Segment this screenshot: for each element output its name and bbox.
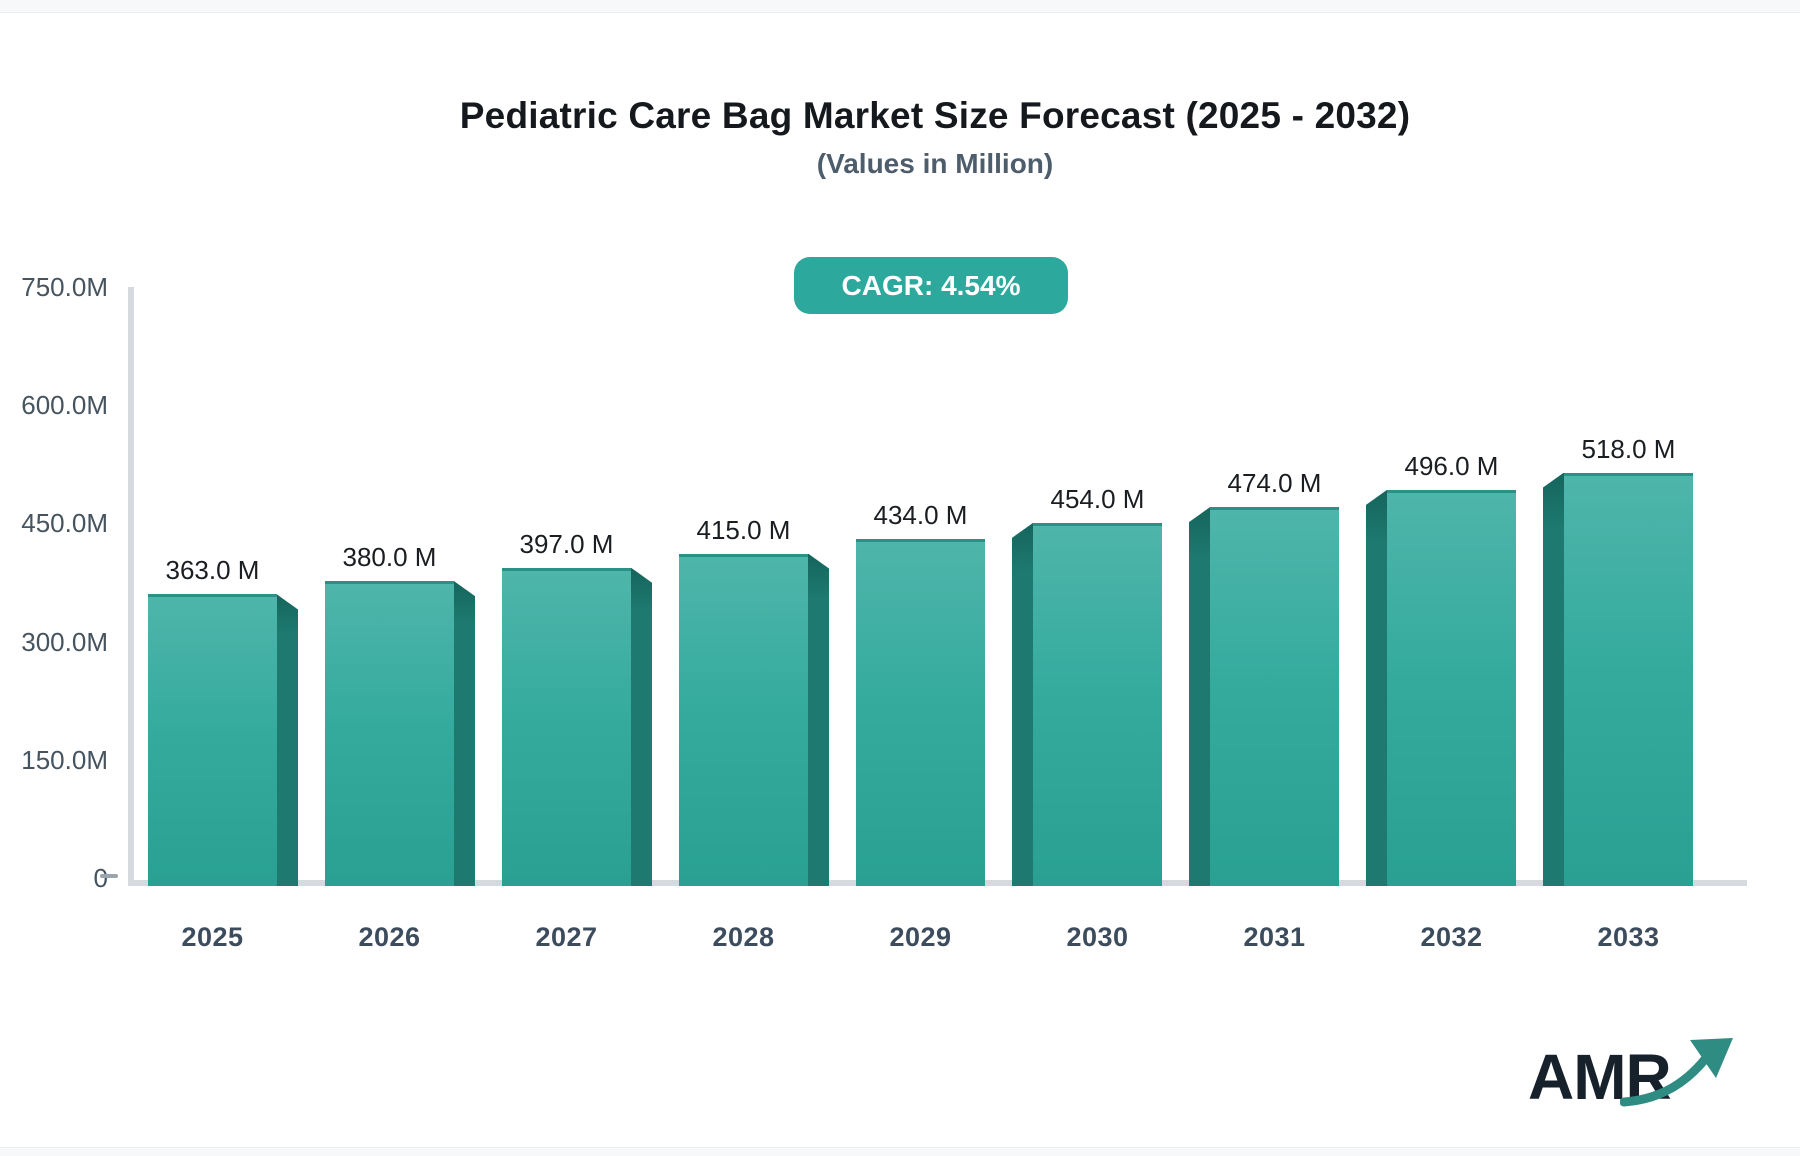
page-top-margin-strip <box>0 0 1800 13</box>
bar-side-2032 <box>1366 489 1387 886</box>
bar-value-label-2025: 363.0 M <box>165 555 260 586</box>
x-tick-label-2025: 2025 <box>181 922 244 952</box>
bar-2029 <box>856 538 985 886</box>
x-tick-label-2028: 2028 <box>712 922 775 952</box>
x-tick-label-2029: 2029 <box>889 922 952 952</box>
bar-value-label-2026: 380.0 M <box>342 542 437 573</box>
y-tick-label-450.0M: 450.0M <box>21 508 108 539</box>
bar-2027 <box>502 567 631 886</box>
bar-value-label-2031: 474.0 M <box>1227 468 1322 499</box>
bar-value-label-2027: 397.0 M <box>519 528 614 559</box>
bar-value-label-2032: 496.0 M <box>1404 450 1499 481</box>
bar-value-label-2028: 415.0 M <box>696 514 791 545</box>
y-tick-label-600.0M: 600.0M <box>21 390 108 421</box>
y-tick-label-0: 0 <box>93 863 108 893</box>
bar-2032 <box>1387 489 1516 886</box>
bar-side-2026 <box>454 581 475 886</box>
y-axis-line <box>128 287 134 886</box>
y-tick-label-150.0M: 150.0M <box>21 744 108 775</box>
x-tick-label-2031: 2031 <box>1243 922 1306 952</box>
x-tick-label-2030: 2030 <box>1066 922 1129 952</box>
x-tick-label-2032: 2032 <box>1420 922 1483 952</box>
bar-side-2025 <box>277 594 298 886</box>
x-tick-label-2026: 2026 <box>358 922 421 952</box>
x-tick-label-2033: 2033 <box>1597 922 1660 952</box>
bar-2031 <box>1210 507 1339 886</box>
bar-side-2030 <box>1012 522 1033 886</box>
amr-logo: AMR <box>1528 1032 1738 1122</box>
chart-subtitle: (Values in Million) <box>816 148 1054 179</box>
bar-2026 <box>325 581 454 886</box>
trending-up-arrow-icon <box>1620 1038 1733 1107</box>
bar-value-label-2030: 454.0 M <box>1050 483 1145 514</box>
page-bottom-margin-strip <box>0 1147 1800 1156</box>
y-tick-label-750.0M: 750.0M <box>21 272 108 302</box>
bar-2033 <box>1564 472 1693 886</box>
bar-side-2028 <box>808 553 829 886</box>
chart-title: Pediatric Care Bag Market Size Forecast … <box>459 95 1411 136</box>
bar-value-label-2033: 518.0 M <box>1581 433 1676 464</box>
bar-2028 <box>679 553 808 886</box>
y-tick-mark-zero <box>100 874 118 878</box>
bar-2025 <box>148 594 277 886</box>
bar-side-2033 <box>1543 472 1564 886</box>
cagr-badge: CAGR: 4.54% <box>794 257 1068 314</box>
y-tick-label-300.0M: 300.0M <box>21 626 108 657</box>
bar-value-label-2029: 434.0 M <box>873 499 968 530</box>
bar-2030 <box>1033 522 1162 886</box>
bar-side-2031 <box>1189 507 1210 886</box>
bar-side-2027 <box>631 567 652 886</box>
x-tick-label-2027: 2027 <box>535 922 598 952</box>
